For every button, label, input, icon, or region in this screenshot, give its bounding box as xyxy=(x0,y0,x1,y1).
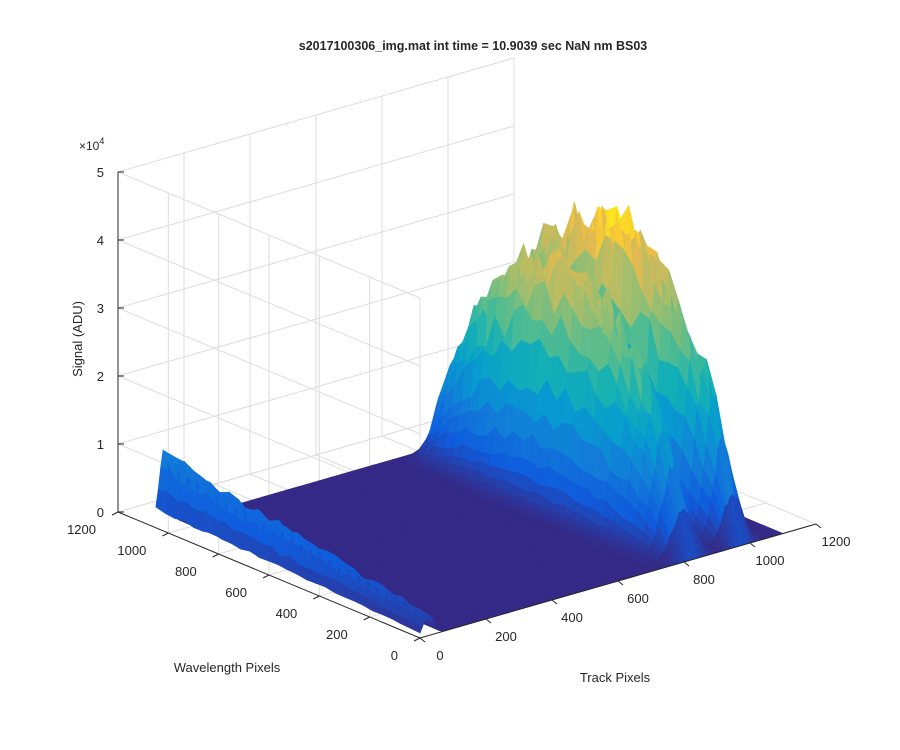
x-tick-mark xyxy=(485,618,492,624)
y-tick-mark xyxy=(363,616,370,621)
x-tick-label: 400 xyxy=(561,610,583,625)
y-tick-label: 1000 xyxy=(117,543,146,558)
x-tick-label: 1000 xyxy=(756,553,785,568)
y-tick-mark xyxy=(212,553,219,558)
x-tick-label: 1200 xyxy=(822,534,851,549)
x-tick-label: 0 xyxy=(436,648,443,663)
y-axis-label: Wavelength Pixels xyxy=(174,660,281,675)
y-tick-label: 800 xyxy=(175,564,197,579)
x-tick-mark xyxy=(815,523,822,529)
x-tick-mark xyxy=(683,561,690,567)
x-tick-mark xyxy=(419,637,426,643)
y-tick-mark xyxy=(313,595,320,600)
z-exponent-base: ×10 xyxy=(79,139,100,153)
surface-mesh xyxy=(155,201,784,634)
x-tick-label: 200 xyxy=(495,629,517,644)
z-tick-label: 5 xyxy=(97,165,104,180)
x-axis-label: Track Pixels xyxy=(580,670,651,685)
z-tick-label: 4 xyxy=(97,233,104,248)
z-axis-label: Signal (ADU) xyxy=(70,301,85,377)
x-tick-mark xyxy=(551,599,558,605)
y-tick-label: 200 xyxy=(326,627,348,642)
y-tick-label: 0 xyxy=(391,648,398,663)
y-tick-mark xyxy=(162,532,169,537)
y-tick-mark xyxy=(413,637,421,642)
y-tick-mark xyxy=(111,511,119,516)
z-exponent-label: ×104 xyxy=(79,136,104,153)
y-tick-label: 600 xyxy=(225,585,247,600)
x-tick-label: 600 xyxy=(627,591,649,606)
z-tick-label: 2 xyxy=(97,369,104,384)
z-exponent-power: 4 xyxy=(99,136,104,146)
y-tick-label: 400 xyxy=(276,606,298,621)
y-tick-label: 1200 xyxy=(67,522,96,537)
chart-title: s2017100306_img.mat int time = 10.9039 s… xyxy=(299,39,648,53)
z-tick-label: 3 xyxy=(97,301,104,316)
y-tick-mark xyxy=(262,574,270,579)
x-tick-label: 800 xyxy=(693,572,715,587)
z-tick-label: 0 xyxy=(97,505,104,520)
x-tick-mark xyxy=(617,580,624,586)
x-tick-mark xyxy=(749,542,756,548)
z-tick-label: 1 xyxy=(97,437,104,452)
svg-text:×104: ×104 xyxy=(79,136,104,153)
